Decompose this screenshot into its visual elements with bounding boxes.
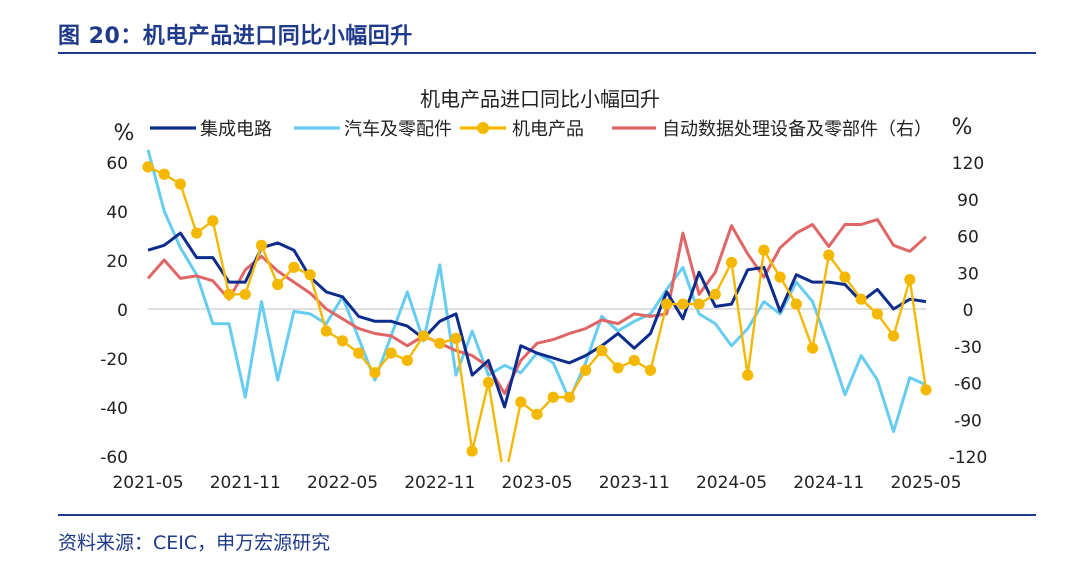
data-point	[272, 278, 284, 291]
left-tick-label: -40	[100, 399, 128, 419]
data-point	[774, 271, 786, 283]
data-point	[255, 239, 268, 251]
data-point	[644, 364, 657, 376]
right-tick-label: 120	[952, 154, 984, 174]
source-note: 资料来源：CEIC，申万宏源研究	[58, 532, 331, 554]
data-point	[434, 337, 446, 349]
right-tick-label: 30	[957, 264, 979, 284]
legend-label: 汽车及零配件	[344, 119, 452, 140]
left-axis-unit: %	[114, 121, 135, 146]
axes: 60 40 20 0 -20 -40 -60 120 90 60 30 0 -30 -60 -90 -120 2…	[100, 154, 987, 493]
right-tick-label: 0	[963, 301, 974, 321]
data-point	[628, 354, 640, 367]
data-point	[612, 362, 624, 374]
data-point	[806, 342, 819, 354]
right-tick-label: -30	[954, 338, 982, 358]
x-tick-label: 2025-05	[890, 473, 961, 493]
data-point	[353, 347, 365, 359]
data-point	[725, 256, 738, 269]
x-tick-label: 2023-05	[501, 473, 572, 493]
data-point	[369, 367, 381, 379]
left-tick-label: -60	[100, 448, 128, 468]
right-tick-label: -90	[954, 411, 982, 431]
data-point	[320, 325, 332, 337]
data-point	[515, 396, 527, 408]
chart-title: 机电产品进口同比小幅回升	[420, 87, 660, 111]
footer-rule	[58, 514, 1036, 516]
series-line	[146, 149, 927, 433]
plot-area	[142, 149, 932, 462]
data-point	[661, 298, 673, 310]
data-point	[385, 347, 397, 359]
left-tick-label: 20	[106, 252, 128, 272]
data-point	[142, 161, 154, 173]
right-axis-unit: %	[952, 115, 973, 140]
right-tick-label: -60	[954, 375, 982, 395]
left-tick-label: 0	[117, 301, 128, 321]
data-point	[823, 249, 835, 261]
data-point	[450, 332, 462, 344]
data-point	[482, 376, 494, 389]
x-tick-label: 2021-11	[210, 473, 281, 493]
data-point	[547, 391, 559, 403]
data-point	[709, 288, 721, 300]
data-point	[401, 354, 413, 367]
x-tick-label: 2022-05	[307, 473, 378, 493]
data-point	[174, 178, 187, 190]
left-tick-label: 60	[106, 154, 128, 174]
legend-marker	[477, 122, 489, 134]
data-point	[288, 261, 300, 273]
data-point	[580, 364, 592, 376]
data-point	[790, 298, 802, 310]
data-point	[466, 445, 478, 457]
data-point	[887, 330, 900, 342]
legend-label: 机电产品	[512, 119, 584, 140]
data-point	[158, 168, 170, 180]
right-tick-label: -120	[949, 448, 988, 468]
data-point	[417, 330, 430, 342]
x-tick-label: 2021-05	[112, 473, 183, 493]
legend-label: 集成电路	[200, 119, 272, 140]
data-point	[191, 227, 203, 239]
title-rule	[58, 52, 1036, 54]
x-tick-label: 2022-11	[404, 473, 475, 493]
data-point	[855, 293, 867, 305]
x-tick-label: 2024-11	[793, 473, 864, 493]
left-tick-label: -20	[100, 350, 128, 370]
x-tick-label: 2024-05	[696, 473, 767, 493]
legend-label: 自动数据处理设备及零部件（右）	[662, 119, 932, 140]
data-point	[531, 408, 543, 420]
figure-title: 图 20：机电产品进口同比小幅回升	[58, 24, 413, 49]
right-tick-label: 60	[957, 228, 979, 248]
data-point	[304, 269, 316, 281]
data-point	[207, 215, 219, 227]
x-tick-label: 2023-11	[599, 473, 670, 493]
data-point	[223, 288, 235, 300]
data-point	[904, 274, 916, 286]
data-point	[563, 391, 576, 403]
data-point	[596, 345, 608, 357]
right-tick-label: 90	[957, 191, 979, 211]
series-line	[146, 218, 928, 395]
left-tick-label: 40	[106, 203, 128, 223]
data-point	[677, 298, 689, 310]
data-point	[239, 288, 251, 300]
data-point	[758, 244, 770, 256]
data-point	[693, 298, 705, 310]
data-point	[871, 308, 883, 320]
legend: 集成电路 汽车及零配件 机电产品 自动数据处理设备及零部件（右）	[150, 119, 932, 140]
data-point	[742, 369, 754, 381]
data-point	[839, 271, 851, 283]
series-line	[147, 231, 927, 409]
data-point	[336, 335, 349, 347]
data-point	[920, 384, 932, 396]
